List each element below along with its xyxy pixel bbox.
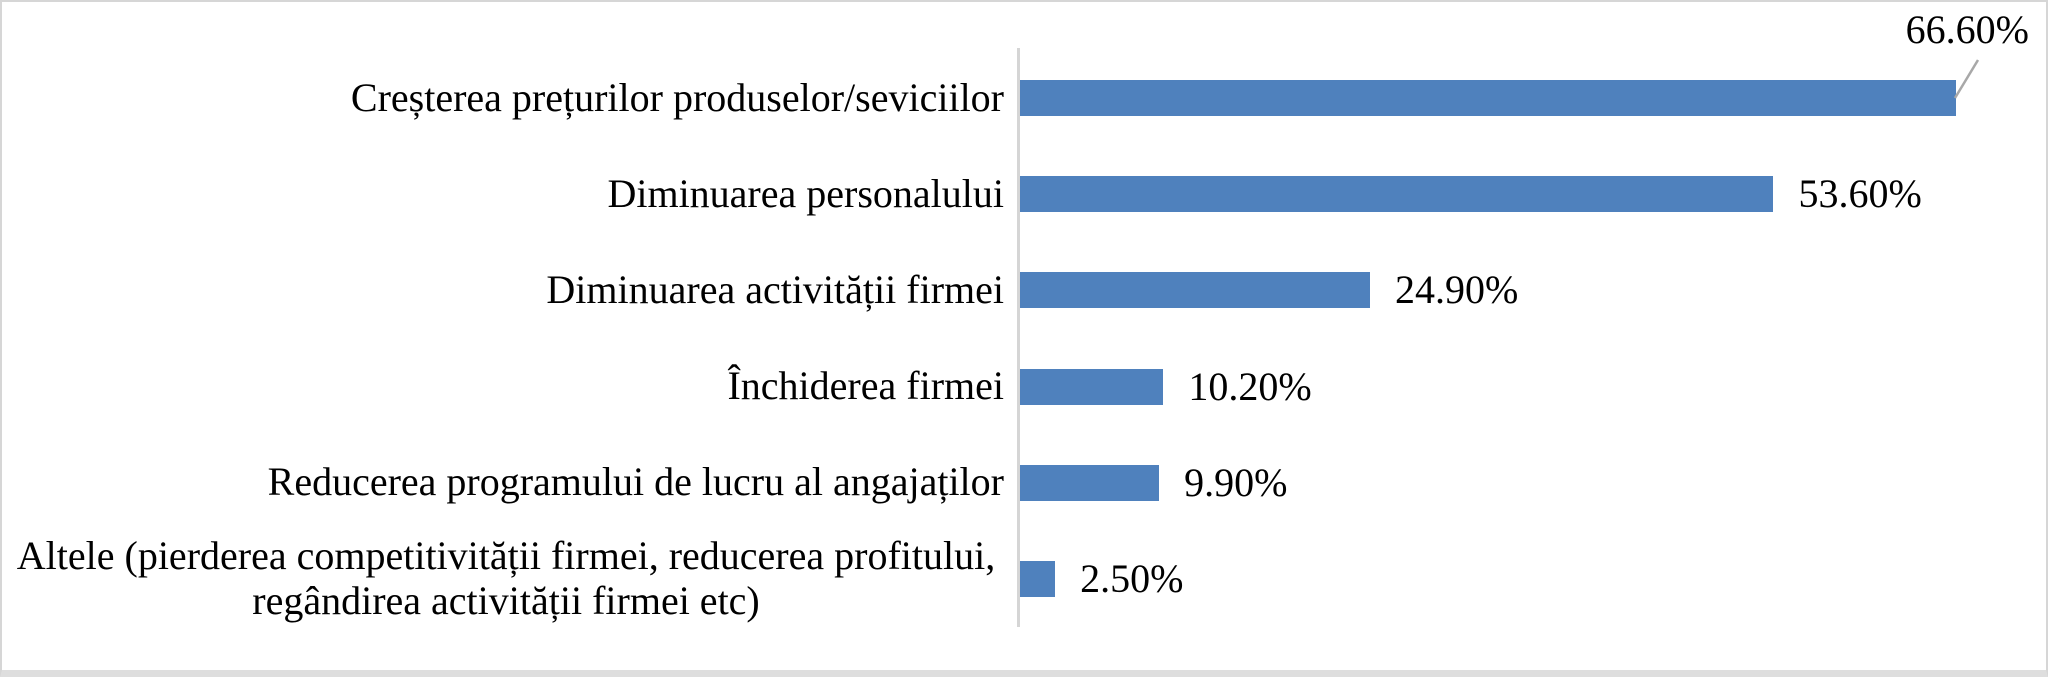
category-label: Altele (pierderea competitivității firme…: [16, 533, 996, 623]
category-label: Reducerea programului de lucru al angaja…: [267, 459, 1004, 505]
data-label: 24.90%: [1395, 267, 1519, 313]
callout-leader-line: [1953, 59, 1980, 99]
bar: [1020, 560, 1056, 597]
category-label: Diminuarea personalului: [607, 170, 1004, 216]
data-label: 9.90%: [1184, 459, 1288, 505]
category-label: Creșterea prețurilor produselor/seviciil…: [350, 74, 1004, 120]
category-axis-line: [1017, 48, 1020, 627]
bar: [1020, 80, 1957, 117]
data-label: 2.50%: [1080, 555, 1184, 601]
data-label: 53.60%: [1798, 171, 1922, 217]
data-label-callout: 66.60%: [1905, 7, 2029, 52]
bar: [1020, 272, 1371, 309]
data-label: 10.20%: [1188, 363, 1312, 409]
category-label: Diminuarea activității firmei: [546, 267, 1004, 312]
bar: [1020, 368, 1164, 405]
category-label: Închiderea firmei: [727, 363, 1004, 409]
bar: [1020, 176, 1774, 213]
bar: [1020, 464, 1160, 501]
